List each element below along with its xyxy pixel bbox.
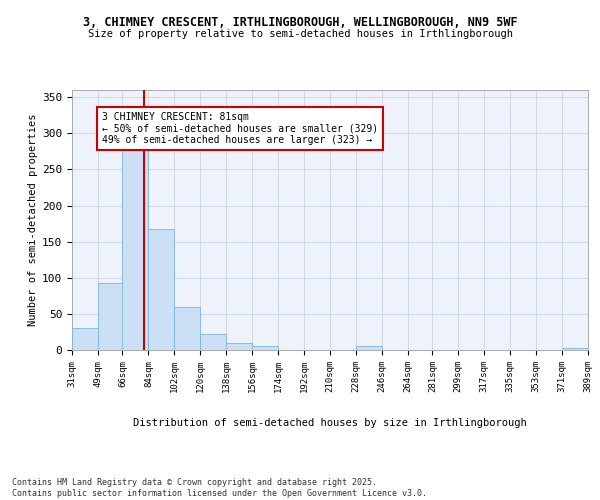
Bar xyxy=(175,306,200,350)
Bar xyxy=(72,328,98,350)
Y-axis label: Number of semi-detached properties: Number of semi-detached properties xyxy=(28,114,38,326)
Bar xyxy=(122,149,148,350)
Bar xyxy=(98,283,124,350)
Bar xyxy=(226,343,252,350)
Text: Size of property relative to semi-detached houses in Irthlingborough: Size of property relative to semi-detach… xyxy=(88,29,512,39)
Text: Contains HM Land Registry data © Crown copyright and database right 2025.
Contai: Contains HM Land Registry data © Crown c… xyxy=(12,478,427,498)
Bar xyxy=(356,346,382,350)
Text: Distribution of semi-detached houses by size in Irthlingborough: Distribution of semi-detached houses by … xyxy=(133,418,527,428)
Bar xyxy=(562,348,588,350)
Bar xyxy=(200,334,226,350)
Bar xyxy=(252,346,278,350)
Text: 3, CHIMNEY CRESCENT, IRTHLINGBOROUGH, WELLINGBOROUGH, NN9 5WF: 3, CHIMNEY CRESCENT, IRTHLINGBOROUGH, WE… xyxy=(83,16,517,29)
Bar xyxy=(148,228,175,350)
Text: 3 CHIMNEY CRESCENT: 81sqm
← 50% of semi-detached houses are smaller (329)
49% of: 3 CHIMNEY CRESCENT: 81sqm ← 50% of semi-… xyxy=(102,112,379,145)
